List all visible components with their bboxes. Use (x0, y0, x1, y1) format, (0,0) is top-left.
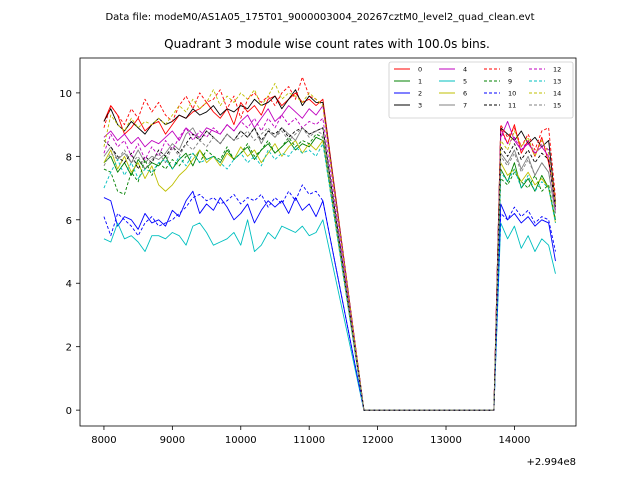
y-tick-label: 2 (66, 343, 72, 354)
axes-layer: 8000 9000 10000 11000 12000 13000 14000+2.994e… (59, 57, 577, 468)
legend-label-7: 7 (463, 102, 467, 110)
legend-label-11: 11 (508, 102, 516, 110)
x-tick-label: 8000 (91, 435, 116, 446)
series-layer (103, 76, 556, 411)
y-tick-label: 6 (66, 216, 72, 227)
x-tick-label: 11000 (293, 435, 325, 446)
legend-label-0: 0 (418, 66, 422, 74)
legend-label-14: 14 (553, 90, 561, 98)
legend-label-3: 3 (418, 102, 422, 110)
legend-label-9: 9 (508, 78, 512, 86)
series-line-10 (103, 184, 556, 411)
x-offset-label: +2.994e8 (526, 457, 576, 468)
x-tick-label: 9000 (160, 435, 185, 446)
y-tick-label: 8 (66, 152, 72, 163)
y-tick-label: 10 (59, 89, 72, 100)
figure-suptitle: Data file: modeM0/AS1A05_175T01_90000030… (105, 12, 534, 23)
series-line-15 (103, 127, 556, 411)
axes-frame (79, 57, 577, 427)
legend-label-4: 4 (463, 66, 467, 74)
x-tick-label: 14000 (499, 435, 531, 446)
legend-label-1: 1 (418, 78, 422, 86)
x-tick-label: 10000 (225, 435, 257, 446)
legend-label-6: 6 (463, 90, 467, 98)
legend-label-8: 8 (508, 66, 512, 74)
y-tick-label: 4 (66, 279, 72, 290)
series-line-9 (103, 133, 556, 411)
chart-title: Quadrant 3 module wise count rates with … (164, 37, 490, 51)
legend-label-10: 10 (508, 90, 516, 98)
legend-label-12: 12 (553, 66, 561, 74)
y-tick-label: 0 (66, 406, 72, 417)
legend-label-15: 15 (553, 102, 561, 110)
legend-label-13: 13 (553, 78, 561, 86)
legend-label-2: 2 (418, 90, 422, 98)
x-tick-label: 13000 (430, 435, 462, 446)
x-tick-label: 12000 (362, 435, 394, 446)
legend-label-5: 5 (463, 78, 467, 86)
legend-frame (388, 61, 574, 119)
